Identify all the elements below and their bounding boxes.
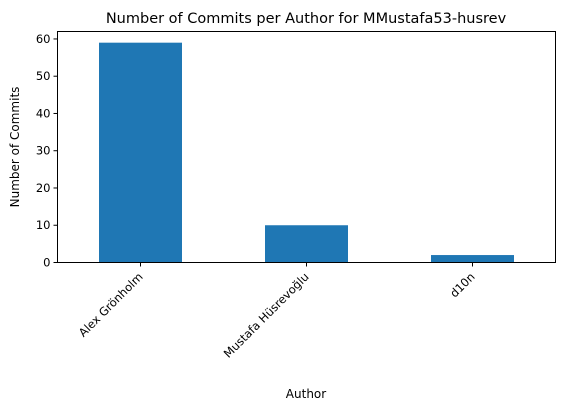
y-axis-ticks: 0 10 20 30 40 50 60 [36, 32, 58, 270]
x-tick-label-1: Mustafa Hüsrevoğlu [221, 270, 312, 361]
y-tick-label-2: 20 [36, 181, 51, 195]
x-axis-label: Author [286, 387, 326, 401]
chart-title: Number of Commits per Author for MMustaf… [106, 11, 507, 27]
y-tick-label-0: 0 [43, 256, 50, 270]
x-axis-ticks: Alex Grönholm Mustafa Hüsrevoğlu d10n [76, 262, 478, 361]
x-tick-label-0: Alex Grönholm [76, 270, 146, 340]
bar-1 [265, 225, 348, 263]
y-axis-label: Number of Commits [8, 87, 22, 208]
bar-2 [431, 255, 514, 263]
bars-group [99, 42, 514, 263]
plot-frame [57, 31, 556, 263]
y-tick-label-5: 50 [36, 69, 51, 83]
y-tick-label-3: 30 [36, 144, 51, 158]
bar-0 [99, 42, 182, 263]
x-tick-label-2: d10n [447, 270, 478, 301]
y-tick-label-6: 60 [36, 32, 51, 46]
y-tick-label-4: 40 [36, 106, 51, 120]
y-tick-label-1: 10 [36, 218, 51, 232]
